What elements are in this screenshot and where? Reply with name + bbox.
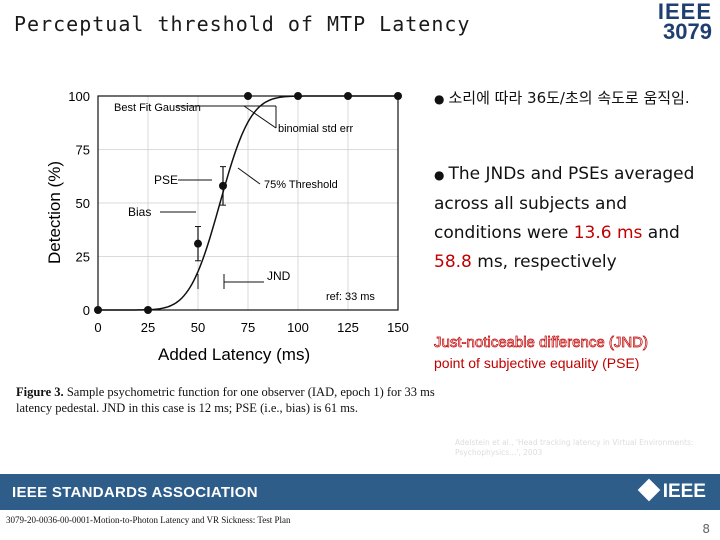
annotation-pse: PSE xyxy=(154,173,178,187)
data-point xyxy=(94,306,102,314)
ieee-3079-logo: IEEE 3079 xyxy=(657,0,712,44)
y-tick-label: 25 xyxy=(76,250,90,265)
page-number: 8 xyxy=(702,522,710,536)
annotation-binomial-std-err: binomial std err xyxy=(278,123,354,135)
x-axis-label: Added Latency (ms) xyxy=(158,345,310,364)
jnd-definition-text: Just-noticeable difference (JND) xyxy=(434,334,649,352)
annotation-jnd: JND xyxy=(267,269,291,283)
x-tick-labels: 0 25 50 75 100 125 150 xyxy=(94,320,408,335)
annotation-bias: Bias xyxy=(128,205,151,219)
caption-label: Figure 3. xyxy=(16,385,64,399)
document-id: 3079-20-0036-00-0001-Motion-to-Photon La… xyxy=(6,515,291,525)
annotations: Best Fit Gaussian binomial std err PSE 7… xyxy=(114,102,375,303)
annotation-pointer-b xyxy=(243,105,277,129)
annotation-ref: ref: 33 ms xyxy=(326,291,375,303)
pse-value: 58.8 xyxy=(434,252,472,272)
footer-ieee-logo: IEEE xyxy=(637,478,706,503)
x-tick-label: 75 xyxy=(241,320,255,335)
jnd-value: 13.6 ms xyxy=(573,223,643,243)
jnd-definition: Just-noticeable difference (JND) xyxy=(434,334,649,352)
data-point xyxy=(244,92,252,100)
annotation-best-fit-gaussian: Best Fit Gaussian xyxy=(114,102,201,114)
bullet-en-text1: The JNDs and PSEs averaged across all su… xyxy=(434,164,695,243)
psychometric-chart: 0 25 50 75 100 0 25 50 75 100 125 150 Best Fit Gau… xyxy=(45,89,409,364)
x-tick-label: 50 xyxy=(191,320,205,335)
logo-line1: IEEE xyxy=(657,0,712,24)
x-tick-label: 25 xyxy=(141,320,155,335)
threshold-arrow xyxy=(237,167,261,185)
data-points xyxy=(94,92,402,314)
logo-line2: 3079 xyxy=(663,19,712,44)
data-point xyxy=(344,92,352,100)
data-point xyxy=(294,92,302,100)
bullet-korean-text: 소리에 따라 36도/초의 속도로 움직임. xyxy=(448,89,690,107)
x-tick-label: 125 xyxy=(337,320,359,335)
y-tick-label: 100 xyxy=(68,89,90,104)
bullet-en-text3: ms, respectively xyxy=(471,252,617,272)
reference-note: Adelstein et al., 'Head tracking latency… xyxy=(455,438,694,457)
footer-ieee-text: IEEE xyxy=(662,481,706,502)
data-point xyxy=(219,181,227,190)
footer-association: IEEE STANDARDS ASSOCIATION xyxy=(12,484,258,501)
y-tick-label: 0 xyxy=(83,303,90,318)
bullet-dot-icon: ● xyxy=(434,168,445,182)
ieee-diamond-icon xyxy=(637,478,661,502)
footer-bar: IEEE STANDARDS ASSOCIATION IEEE xyxy=(0,474,720,510)
x-tick-label: 0 xyxy=(94,320,101,335)
bullet-en-text2: and xyxy=(642,223,680,243)
data-point xyxy=(144,306,152,314)
caption-text: Sample psychometric function for one obs… xyxy=(16,385,435,415)
y-tick-label: 75 xyxy=(76,143,90,158)
slide-title: Perceptual threshold of MTP Latency xyxy=(14,12,471,36)
annotation-75-threshold: 75% Threshold xyxy=(264,179,338,191)
x-tick-label: 100 xyxy=(287,320,309,335)
bullet-korean: ● 소리에 따라 36도/초의 속도로 움직임. xyxy=(434,86,704,111)
figure-caption: Figure 3. Sample psychometric function f… xyxy=(16,384,436,416)
y-tick-labels: 0 25 50 75 100 xyxy=(68,89,90,318)
bullet-english: ● The JNDs and PSEs averaged across all s… xyxy=(434,160,704,277)
x-tick-label: 150 xyxy=(387,320,409,335)
pse-definition: point of subjective equality (PSE) xyxy=(434,355,640,371)
y-axis-label: Detection (%) xyxy=(45,161,64,264)
data-point xyxy=(394,92,402,100)
y-tick-label: 50 xyxy=(76,196,90,211)
bullet-dot-icon: ● xyxy=(434,92,445,106)
data-point xyxy=(194,239,202,248)
